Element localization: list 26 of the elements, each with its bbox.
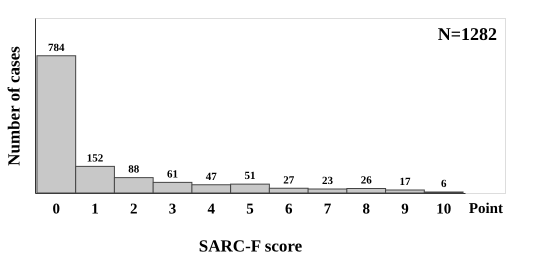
x-axis-title: SARC-F score	[198, 236, 303, 256]
text: Point	[468, 201, 503, 217]
data-label: 27	[283, 174, 295, 186]
x-tick-label: 7	[324, 202, 332, 218]
data-label: 26	[360, 174, 372, 186]
x-tick-label: 8	[362, 202, 370, 218]
data-label: 88	[128, 164, 140, 176]
annotation: N=1282	[438, 24, 497, 44]
x-tick-label: 5	[246, 202, 254, 218]
data-label: 51	[244, 170, 256, 182]
x-tick-label: 9	[401, 202, 409, 218]
data-label: 17	[399, 176, 411, 188]
data-label: 47	[206, 170, 218, 183]
x-tick-label: 1	[91, 202, 99, 218]
data-label: 152	[86, 152, 104, 164]
data-label: 784	[48, 42, 66, 54]
data-label: 61	[167, 168, 178, 180]
x-tick-label: 2	[130, 202, 138, 218]
x-tick-label: 6	[284, 202, 293, 218]
y-axis-title: Number of cases	[4, 46, 24, 166]
x-tick-label: 4	[208, 202, 216, 218]
x-tick-label: 10	[436, 202, 452, 218]
data-label: 6	[440, 178, 447, 190]
x-tick-label: 0	[52, 202, 60, 218]
data-label: 23	[322, 174, 334, 187]
x-tick-label: 3	[168, 202, 176, 218]
